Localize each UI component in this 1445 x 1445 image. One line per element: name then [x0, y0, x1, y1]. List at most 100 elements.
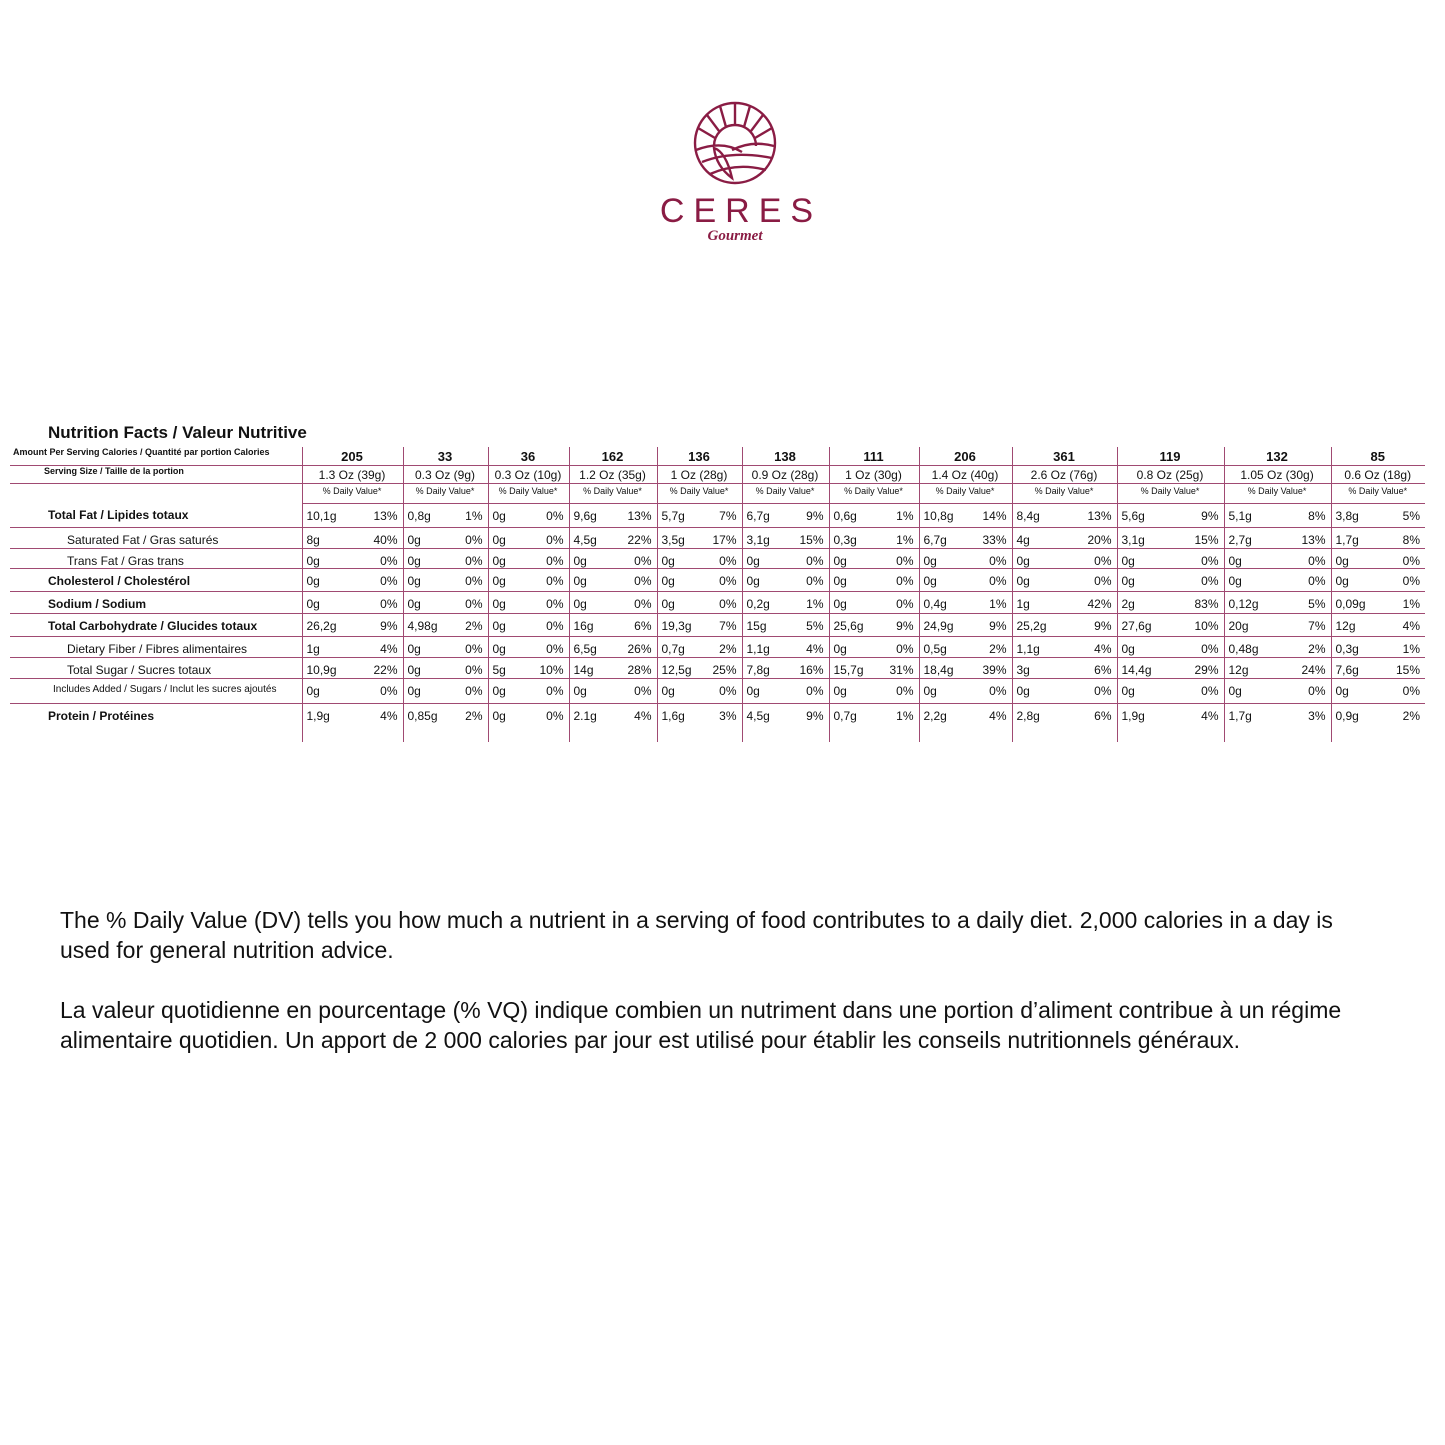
nutrient-cell: 20g 7% [1223, 613, 1331, 637]
percent-daily-value: 28% [627, 662, 652, 677]
nutrient-cell: 0,12g 5% [1223, 591, 1331, 614]
amount-pair: 0g 0% [408, 642, 483, 656]
nutrient-label: Includes Added / Sugars / Inclut les suc… [10, 678, 302, 704]
percent-daily-value: 0% [719, 596, 737, 611]
percent-daily-value: 0% [546, 508, 564, 523]
amount: 1,7g [1228, 708, 1252, 723]
percent-daily-value: 0% [546, 708, 564, 723]
amount: 0g [1121, 683, 1135, 698]
nutrient-cell: 0,6g 1% [828, 503, 919, 528]
percent-daily-value: 4% [380, 641, 398, 656]
percent-daily-value: 0% [380, 683, 398, 698]
percent-daily-value: 4% [634, 708, 652, 723]
percent-daily-value: 0% [989, 683, 1007, 698]
amount-pair: 0,9g 2% [1336, 709, 1421, 723]
nutrient-cell: 14g 28% [568, 657, 657, 679]
amount-pair: 7,6g 15% [1336, 663, 1421, 677]
amount-pair: 0g 0% [747, 684, 824, 698]
amount-pair: 0g 0% [1122, 642, 1219, 656]
nutrient-cell: 0,5g 2% [918, 636, 1012, 658]
amount: 3g [1016, 662, 1030, 677]
nutrient-cell: 0,09g 1% [1330, 591, 1425, 614]
amount: 0g [492, 553, 506, 568]
amount: 0g [1228, 683, 1242, 698]
percent-daily-value: 0% [465, 641, 483, 656]
percent-daily-value: 4% [989, 708, 1007, 723]
percent-daily-value: 2% [719, 641, 737, 656]
nutrient-cell: 18,4g 39% [918, 657, 1012, 679]
amount-pair: 1,7g 8% [1336, 533, 1421, 547]
percent-daily-value: 40% [373, 532, 398, 547]
nutrient-cell: 0,7g 2% [656, 636, 742, 658]
percent-daily-value: 13% [1087, 508, 1112, 523]
amount-pair: 0g 0% [662, 574, 737, 588]
amount: 27,6g [1121, 618, 1152, 633]
nutrient-cell: 0g 0% [402, 568, 488, 592]
amount-pair: 0g 0% [408, 574, 483, 588]
amount-pair: 0g 0% [924, 554, 1007, 568]
percent-daily-value: 10% [539, 662, 564, 677]
nutrient-cell: 0g 0% [301, 678, 403, 704]
amount-pair: 0,3g 1% [834, 533, 914, 547]
amount: 7,8g [746, 662, 770, 677]
percent-daily-value: 0% [806, 553, 824, 568]
percent-daily-value: 0% [465, 662, 483, 677]
amount: 0g [407, 662, 421, 677]
amount: 0g [1228, 553, 1242, 568]
percent-daily-value: 9% [806, 508, 824, 523]
amount-pair: 0g 0% [493, 533, 564, 547]
percent-daily-value: 0% [634, 553, 652, 568]
amount: 10,9g [306, 662, 337, 677]
amount: 18,4g [923, 662, 954, 677]
amount-pair: 25,6g 9% [834, 619, 914, 633]
nutrient-cell: 0g 0% [828, 678, 919, 704]
nutrient-row: Cholesterol / Cholestérol 0g 0% 0g 0% 0g 0% 0g 0… [10, 568, 1425, 592]
daily-value-header: % Daily Value* [487, 483, 569, 504]
percent-daily-value: 4% [806, 641, 824, 656]
nutrient-cell: 0g 0% [918, 548, 1012, 569]
amount-pair: 9,6g 13% [574, 509, 652, 523]
daily-value-header: % Daily Value* [828, 483, 919, 504]
amount-pair: 0,5g 2% [924, 642, 1007, 656]
percent-daily-value: 1% [806, 596, 824, 611]
amount-pair: 0g 0% [493, 709, 564, 723]
percent-daily-value: 2% [465, 708, 483, 723]
percent-daily-value: 1% [896, 708, 914, 723]
amount-pair: 0,8g 1% [408, 509, 483, 523]
nutrient-cell: 0,48g 2% [1223, 636, 1331, 658]
nutrient-cell: 15,7g 31% [828, 657, 919, 679]
nutrient-cell: 10,1g 13% [301, 503, 403, 528]
amount: 1,9g [306, 708, 330, 723]
daily-value-header: % Daily Value* [402, 483, 488, 504]
nutrient-cell: 0g 0% [656, 678, 742, 704]
amount: 0,48g [1228, 641, 1259, 656]
serving-size-value: 1.4 Oz (40g) [918, 465, 1012, 484]
amount-pair: 0g 0% [1229, 554, 1326, 568]
percent-daily-value: 0% [719, 553, 737, 568]
sun-field-emblem-icon [693, 101, 777, 185]
percent-daily-value: 1% [896, 532, 914, 547]
amount-pair: 26,2g 9% [307, 619, 398, 633]
serving-size-value: 1.3 Oz (39g) [301, 465, 403, 484]
amount: 0g [306, 683, 320, 698]
amount: 0g [661, 573, 675, 588]
amount: 12g [1228, 662, 1249, 677]
serving-size-value: 1 Oz (30g) [828, 465, 919, 484]
row-label: Serving Size / Taille de la portion [10, 465, 302, 484]
percent-daily-value: 3% [719, 708, 737, 723]
percent-daily-value: 0% [465, 573, 483, 588]
calories-value: 132 [1223, 447, 1331, 466]
percent-daily-value: 5% [806, 618, 824, 633]
amount: 0,7g [833, 708, 857, 723]
daily-value-header: % Daily Value* [1223, 483, 1331, 504]
nutrient-cell: 0g 0% [487, 591, 569, 614]
amount: 15g [746, 618, 767, 633]
amount: 0g [833, 641, 847, 656]
percent-daily-value: 2% [1402, 708, 1420, 723]
amount: 0g [492, 596, 506, 611]
amount-pair: 3,5g 17% [662, 533, 737, 547]
nutrient-cell: 2,7g 13% [1223, 527, 1331, 549]
nutrient-cell: 25,6g 9% [828, 613, 919, 637]
percent-daily-value: 0% [546, 573, 564, 588]
nutrient-cell: 5,6g 9% [1116, 503, 1224, 528]
